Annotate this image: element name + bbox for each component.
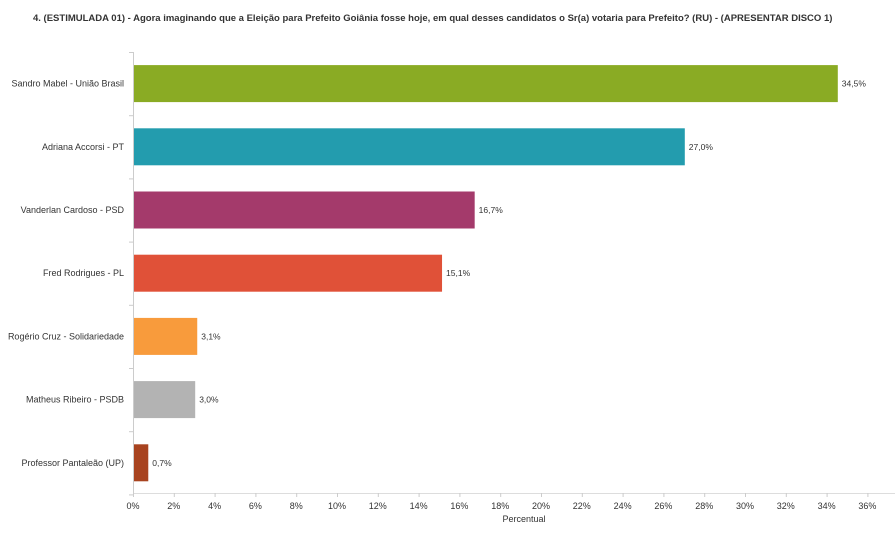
bar[interactable]	[134, 317, 198, 355]
x-tick-label: 28%	[695, 501, 713, 511]
category-label: Professor Pantaleão (UP)	[21, 458, 124, 468]
data-label: 27,0%	[689, 142, 714, 152]
x-tick-label: 4%	[208, 501, 221, 511]
labels-layer: Sandro Mabel - União Brasil 34,5% Adriana …	[8, 79, 866, 468]
data-label: 15,1%	[446, 268, 471, 278]
x-tick-label: 34%	[818, 501, 836, 511]
x-tick-label: 16%	[450, 501, 468, 511]
category-label: Vanderlan Cardoso - PSD	[21, 205, 125, 215]
x-tick-label: 12%	[369, 501, 387, 511]
x-tick-label: 20%	[532, 501, 550, 511]
x-tick-label: 18%	[491, 501, 509, 511]
data-label: 34,5%	[842, 79, 867, 89]
category-label: Adriana Accorsi - PT	[42, 142, 125, 152]
x-tick-label: 6%	[249, 501, 262, 511]
x-axis-title: Percentual	[502, 514, 545, 524]
category-label: Sandro Mabel - União Brasil	[11, 79, 124, 89]
data-label: 0,7%	[152, 458, 172, 468]
x-tick-label: 30%	[736, 501, 754, 511]
category-label: Matheus Ribeiro - PSDB	[26, 395, 124, 405]
bars-layer	[134, 65, 838, 482]
category-label: Rogério Cruz - Solidariedade	[8, 331, 124, 341]
x-tick-label: 36%	[858, 501, 876, 511]
x-tick-label: 8%	[290, 501, 303, 511]
x-tick-label: 24%	[614, 501, 632, 511]
bar[interactable]	[134, 444, 149, 482]
x-tick-label: 22%	[573, 501, 591, 511]
x-tick-label: 0%	[126, 501, 139, 511]
bar[interactable]	[134, 128, 685, 166]
data-label: 3,1%	[201, 331, 221, 341]
x-tick-label: 10%	[328, 501, 346, 511]
bar[interactable]	[134, 65, 838, 103]
data-label: 16,7%	[479, 205, 504, 215]
bar[interactable]	[134, 381, 196, 419]
x-tick-label: 2%	[167, 501, 180, 511]
axis-layer: 0% 2% 4% 6% 8% 10% 12% 14% 16% 18% 20% 22% 24% 26% 28%…	[126, 52, 895, 511]
category-label: Fred Rodrigues - PL	[43, 268, 124, 278]
data-label: 3,0%	[199, 395, 219, 405]
bar[interactable]	[134, 254, 443, 292]
x-tick-label: 14%	[410, 501, 428, 511]
x-tick-label: 26%	[654, 501, 672, 511]
bar[interactable]	[134, 191, 475, 229]
x-tick-label: 32%	[777, 501, 795, 511]
chart-title: 4. (ESTIMULADA 01) - Agora imaginando qu…	[33, 13, 833, 24]
